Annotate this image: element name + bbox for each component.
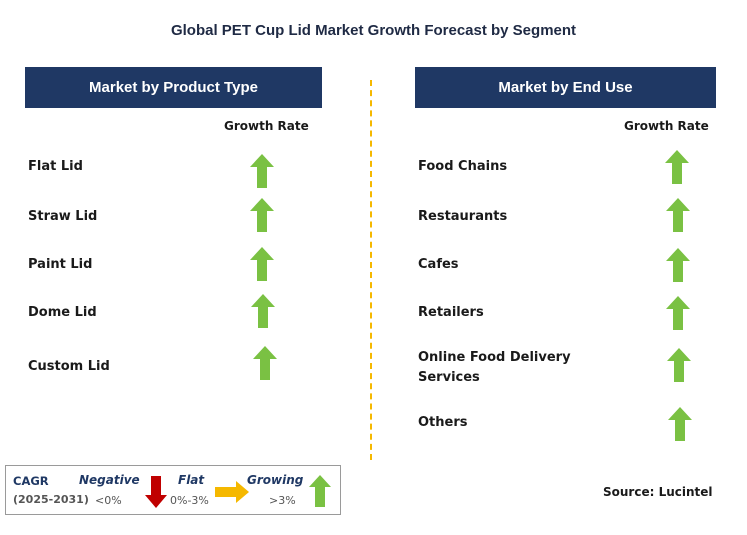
legend-negative-range: <0% xyxy=(95,494,122,507)
end-use-item-retailers: Retailers xyxy=(418,305,484,320)
up-arrow-icon xyxy=(250,154,274,188)
source-label: Source: Lucintel xyxy=(603,485,713,499)
legend-cagr-label: CAGR xyxy=(13,474,49,488)
legend-years-label: (2025-2031) xyxy=(13,493,89,506)
legend-flat-range: 0%-3% xyxy=(170,494,209,507)
chart-title: Global PET Cup Lid Market Growth Forecas… xyxy=(170,22,577,39)
end-use-item-others: Others xyxy=(418,415,468,430)
legend-growing-range: >3% xyxy=(269,494,296,507)
cagr-legend: CAGR (2025-2031) Negative <0% Flat 0%-3%… xyxy=(5,465,341,515)
up-arrow-icon xyxy=(253,346,277,380)
product-type-item-custom-lid: Custom Lid xyxy=(28,359,110,374)
end-use-item-online-food-delivery-line1: Online Food Delivery xyxy=(418,350,571,365)
end-use-item-online-food-delivery: Online Food Delivery Services xyxy=(418,348,571,388)
end-use-item-online-food-delivery-line2: Services xyxy=(418,370,480,385)
up-arrow-icon xyxy=(667,348,691,382)
up-arrow-icon xyxy=(668,407,692,441)
end-use-item-cafes: Cafes xyxy=(418,257,459,272)
product-type-item-flat-lid: Flat Lid xyxy=(28,159,83,174)
legend-negative-label: Negative xyxy=(79,473,140,487)
up-arrow-icon xyxy=(251,294,275,328)
left-growth-rate-label: Growth Rate xyxy=(224,119,309,133)
end-use-item-restaurants: Restaurants xyxy=(418,209,508,224)
up-arrow-icon xyxy=(665,150,689,184)
legend-growing-label: Growing xyxy=(247,473,304,487)
up-arrow-icon xyxy=(666,198,690,232)
right-arrow-icon xyxy=(215,481,249,503)
product-type-header: Market by Product Type xyxy=(25,67,322,108)
product-type-item-straw-lid: Straw Lid xyxy=(28,209,98,224)
product-type-item-dome-lid: Dome Lid xyxy=(28,305,97,320)
up-arrow-icon xyxy=(666,248,690,282)
center-divider xyxy=(370,80,372,460)
up-arrow-icon xyxy=(250,247,274,281)
legend-flat-label: Flat xyxy=(178,473,205,487)
product-type-item-paint-lid: Paint Lid xyxy=(28,257,93,272)
down-arrow-icon xyxy=(145,476,167,508)
end-use-header: Market by End Use xyxy=(415,67,716,108)
up-arrow-icon xyxy=(666,296,690,330)
right-growth-rate-label: Growth Rate xyxy=(624,119,709,133)
up-arrow-icon xyxy=(309,475,331,507)
up-arrow-icon xyxy=(250,198,274,232)
end-use-item-food-chains: Food Chains xyxy=(418,159,508,174)
